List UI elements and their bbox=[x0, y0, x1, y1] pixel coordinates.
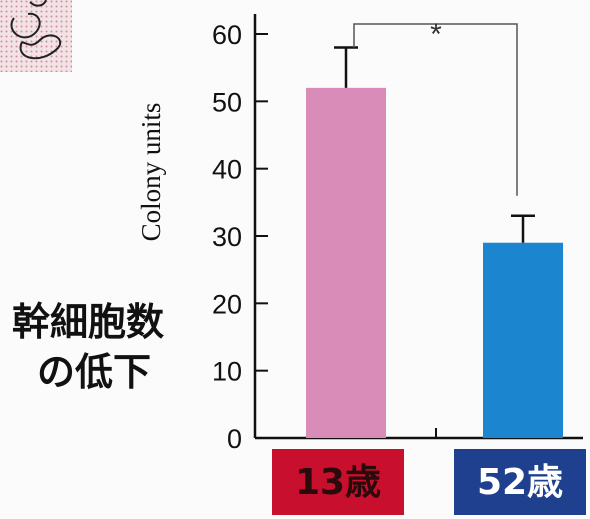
annotation-line-2: の低下 bbox=[37, 350, 151, 394]
significance-bracket: * bbox=[353, 18, 518, 196]
category-label-2: 52歳 bbox=[477, 462, 563, 503]
bar-2 bbox=[483, 242, 563, 438]
y-tick-label: 40 bbox=[212, 155, 242, 185]
category-box-1 bbox=[272, 449, 404, 515]
y-tick-label: 20 bbox=[212, 289, 242, 319]
bar-1 bbox=[306, 87, 386, 438]
y-tick-label: 10 bbox=[212, 357, 242, 387]
y-tick-label: 30 bbox=[212, 222, 242, 252]
annotation-line-1: 幹細胞数 bbox=[12, 300, 164, 344]
significance-line bbox=[353, 23, 518, 196]
bars bbox=[306, 46, 563, 438]
category-labels: 13歳 52歳 bbox=[272, 449, 586, 515]
category-label-1: 13歳 bbox=[295, 462, 381, 503]
y-tick-label: 50 bbox=[212, 87, 242, 117]
significance-star: * bbox=[430, 18, 442, 51]
cell-sketch-icon bbox=[0, 0, 72, 72]
category-box-2 bbox=[454, 449, 586, 515]
y-axis-label: Colony units bbox=[136, 103, 166, 242]
y-tick-label: 60 bbox=[212, 20, 242, 50]
y-tick-label: 0 bbox=[227, 424, 242, 454]
y-axis-ticks: 0 10 20 30 40 50 60 bbox=[212, 20, 268, 454]
